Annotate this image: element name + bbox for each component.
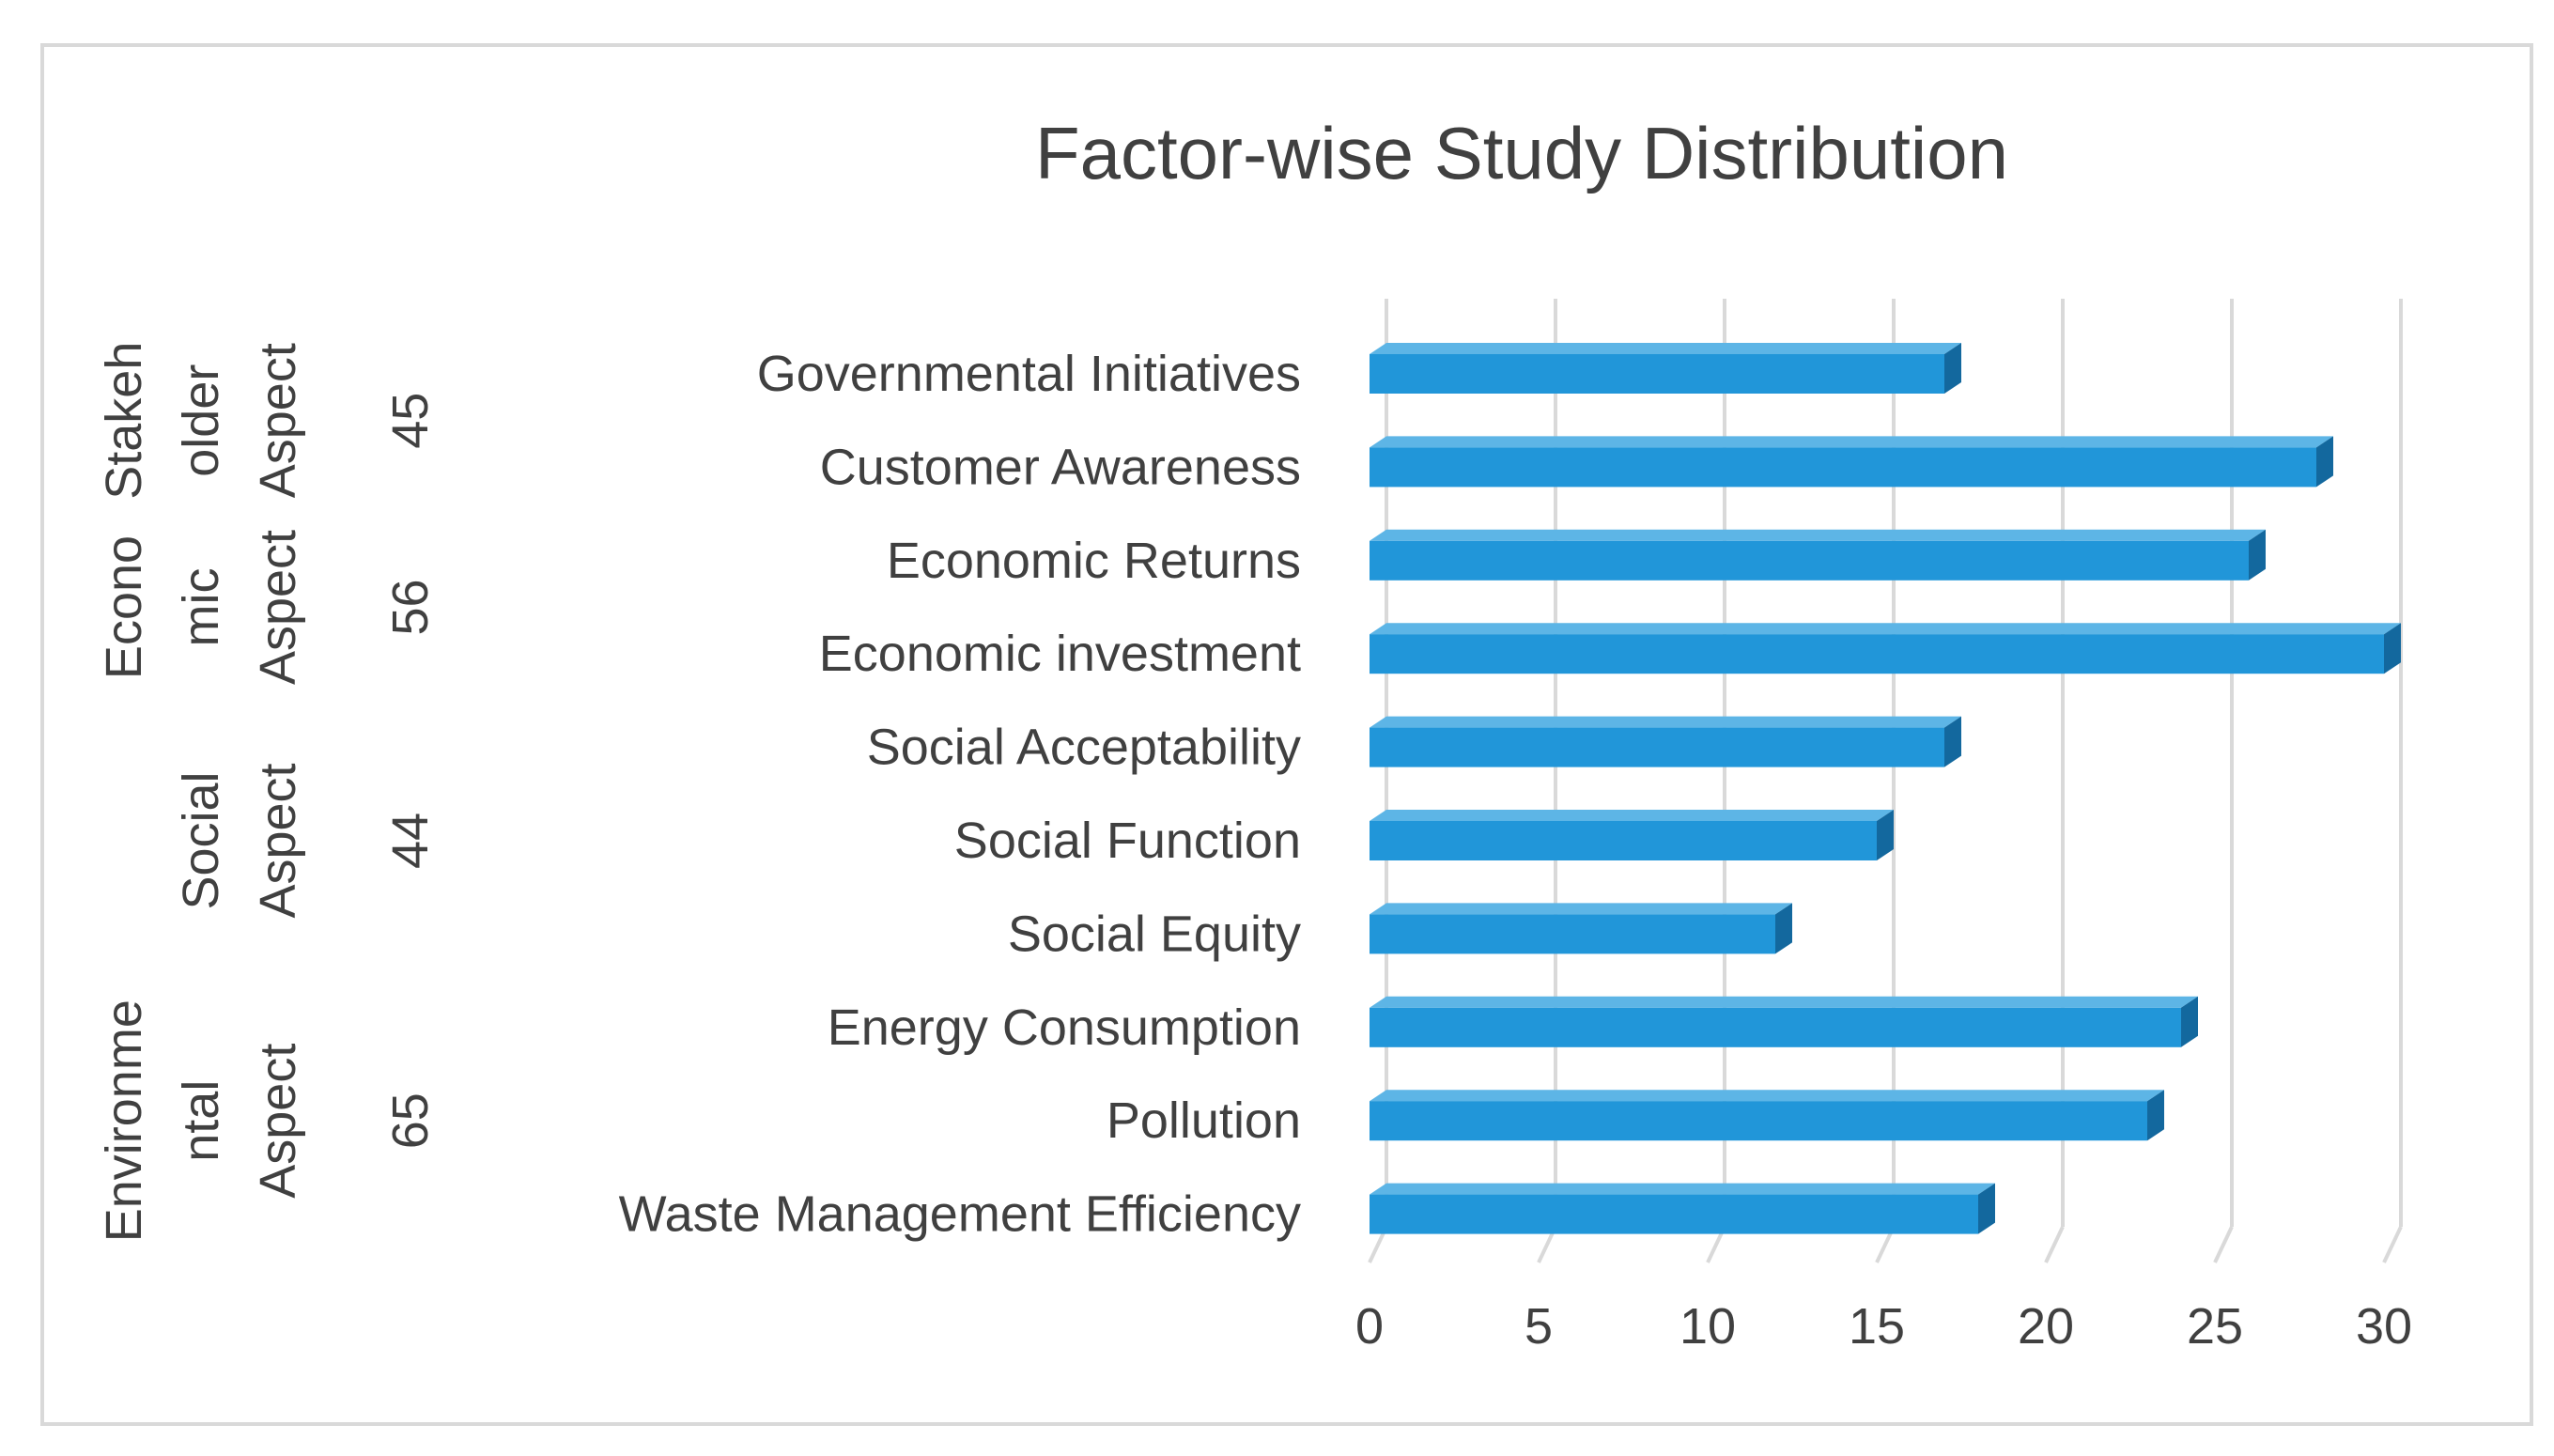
x-tick-label: 0 — [1355, 1298, 1384, 1355]
group-label-line: mic — [173, 568, 229, 647]
group-label-block: Econo mic Aspect 56 — [96, 530, 439, 685]
bar — [1370, 996, 2198, 1047]
group-label-line: Environme — [96, 999, 152, 1242]
category-label: Social Function — [954, 813, 1301, 869]
bar — [1370, 716, 1961, 767]
bar-end-face — [1877, 810, 1894, 860]
bar-end-face — [1944, 716, 1961, 767]
group-label-line: older — [173, 364, 229, 477]
bar-end-face — [2316, 436, 2333, 488]
bar-top-face — [1370, 716, 1961, 728]
bar — [1370, 903, 1792, 954]
category-label: Economic investment — [819, 626, 1301, 682]
group-label-block: Social Aspect 44 — [173, 763, 439, 918]
chart-title: Factor-wise Study Distribution — [1035, 112, 2008, 194]
category-label: Customer Awareness — [820, 439, 1301, 495]
group-label-line: Aspect — [250, 763, 306, 918]
bar-front-face — [1370, 727, 1944, 767]
bar-front-face — [1370, 1194, 1978, 1234]
category-label: Social Equity — [1008, 906, 1301, 962]
group-labels: Stakeh older Aspect 45 Econo mic Aspect 56 Socia… — [96, 342, 439, 1243]
group-label-line: Stakeh — [96, 342, 152, 500]
category-labels: Governmental Initiatives Customer Awarene… — [619, 346, 1301, 1243]
bar-end-face — [1944, 343, 1961, 394]
group-label-line: Aspect — [250, 343, 306, 498]
bar-end-face — [2147, 1090, 2164, 1141]
x-tick-label: 5 — [1525, 1298, 1553, 1355]
group-count: 65 — [382, 1092, 439, 1149]
x-tick-label: 15 — [1849, 1298, 1905, 1355]
category-label: Energy Consumption — [828, 999, 1301, 1056]
bars — [1370, 343, 2401, 1234]
bar — [1370, 1090, 2164, 1141]
category-label: Pollution — [1107, 1092, 1301, 1149]
chart-frame — [40, 43, 2533, 1426]
bar-top-face — [1370, 1090, 2164, 1102]
category-label: Social Acceptability — [867, 720, 1301, 776]
bar-front-face — [1370, 914, 1775, 954]
bar-end-face — [1775, 903, 1792, 954]
group-label-line: Aspect — [250, 1044, 306, 1199]
x-tick-label: 30 — [2356, 1298, 2412, 1355]
x-tick-label: 10 — [1679, 1298, 1736, 1355]
category-label: Economic Returns — [887, 533, 1301, 589]
bar-end-face — [2249, 529, 2266, 581]
bar-front-face — [1370, 1007, 2181, 1047]
bar — [1370, 1183, 1995, 1234]
group-label-line: Econo — [96, 535, 152, 679]
bar-front-face — [1370, 821, 1877, 860]
bar-front-face — [1370, 634, 2384, 674]
bar-top-face — [1370, 996, 2198, 1008]
bar-top-face — [1370, 903, 1792, 915]
group-label-block: Environme ntal Aspect 65 — [96, 999, 439, 1242]
bar — [1370, 529, 2266, 581]
group-count: 56 — [382, 579, 439, 635]
group-count: 45 — [382, 393, 439, 449]
group-count: 44 — [382, 813, 439, 869]
bar — [1370, 623, 2401, 674]
x-tick-label: 20 — [2018, 1298, 2074, 1355]
category-label: Waste Management Efficiency — [619, 1186, 1301, 1243]
bar-end-face — [1978, 1183, 1995, 1234]
bar-top-face — [1370, 1183, 1995, 1195]
bar-end-face — [2181, 996, 2198, 1047]
category-label: Governmental Initiatives — [757, 346, 1301, 402]
x-tick-label: 25 — [2187, 1298, 2243, 1355]
x-axis-tick-labels: 0 5 10 15 20 25 30 — [1355, 1298, 2412, 1355]
bar-top-face — [1370, 343, 1961, 354]
bar-top-face — [1370, 529, 2266, 541]
floor-tick — [2382, 1226, 2403, 1263]
floor-tick — [2213, 1226, 2234, 1263]
bar-front-face — [1370, 447, 2316, 488]
bar — [1370, 436, 2333, 488]
group-label-block: Stakeh older Aspect 45 — [96, 342, 439, 500]
bar-end-face — [2384, 623, 2401, 674]
group-label-line: ntal — [173, 1080, 229, 1162]
group-label-line: Aspect — [250, 530, 306, 685]
bar — [1370, 810, 1894, 860]
bar-front-face — [1370, 540, 2249, 581]
bar-top-face — [1370, 810, 1894, 821]
bar-top-face — [1370, 436, 2333, 448]
floor-tick — [2044, 1226, 2065, 1263]
bar-front-face — [1370, 354, 1944, 394]
bar-top-face — [1370, 623, 2401, 635]
bar — [1370, 343, 1961, 394]
bar-front-face — [1370, 1101, 2147, 1141]
group-label-line: Social — [173, 771, 229, 909]
